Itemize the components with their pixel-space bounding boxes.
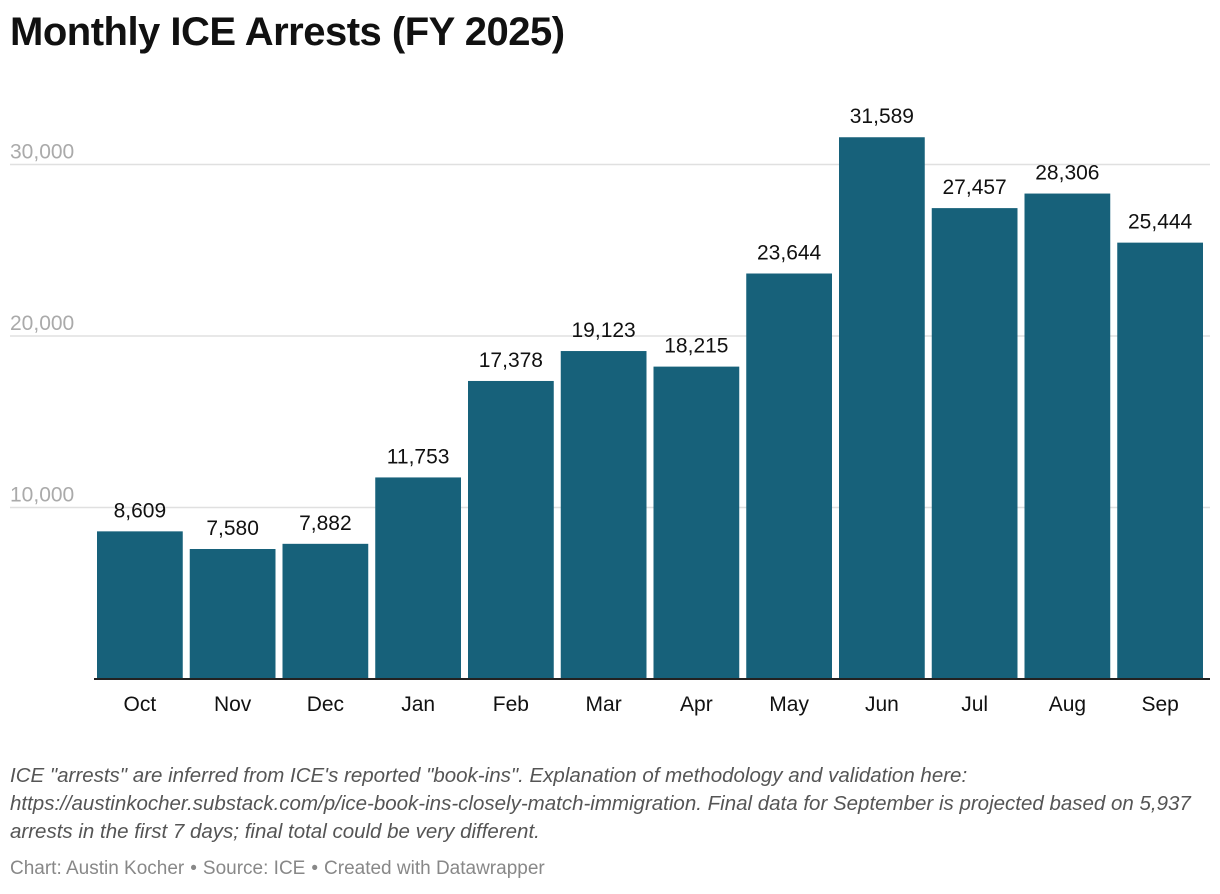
bar-value-label: 7,580: [206, 517, 259, 540]
bar: [839, 137, 925, 679]
x-tick-label: Jun: [865, 693, 899, 716]
bar-value-label: 11,753: [387, 445, 450, 468]
bar: [189, 549, 276, 679]
y-tick-label: 20,000: [10, 312, 74, 335]
x-tick-label: Feb: [493, 693, 529, 716]
bar-value-label: 17,378: [479, 349, 543, 372]
x-tick-label: Sep: [1141, 693, 1178, 716]
footer-separator: •: [190, 858, 197, 879]
x-tick-label: Aug: [1049, 693, 1086, 716]
chart-note: ICE "arrests" are inferred from ICE's re…: [10, 764, 1191, 843]
datawrapper-link[interactable]: Created with Datawrapper: [324, 858, 545, 879]
bar-value-label: 28,306: [1035, 162, 1099, 185]
x-tick-label: May: [769, 693, 809, 716]
bar-value-label: 7,882: [299, 512, 352, 535]
x-tick-label: Dec: [307, 693, 344, 716]
bar: [653, 366, 740, 679]
bar-chart: 10,000 20,000 30,000 8,609 Oct 7,580 Nov 7,882 D…: [10, 105, 1210, 716]
x-tick-label: Oct: [124, 693, 157, 716]
bar-value-label: 25,444: [1128, 211, 1193, 234]
bar: [468, 380, 554, 679]
bar: [1024, 193, 1111, 679]
bar: [746, 273, 832, 679]
y-tick-label: 10,000: [10, 484, 74, 507]
chart-title: Monthly ICE Arrests (FY 2025): [10, 10, 565, 54]
bar: [560, 351, 647, 679]
bar-value-label: 8,609: [114, 499, 167, 522]
x-tick-label: Nov: [214, 693, 252, 716]
bar: [282, 543, 369, 679]
y-tick-label: 30,000: [10, 141, 74, 164]
chart-footer: Chart: Austin Kocher • Source: ICE • Created…: [10, 858, 545, 880]
bar: [1117, 242, 1203, 679]
x-tick-label: Jul: [961, 693, 988, 716]
bar-value-label: 27,457: [943, 176, 1007, 199]
footer-separator: •: [311, 858, 319, 879]
x-tick-label: Apr: [680, 693, 713, 716]
bar: [97, 531, 183, 679]
bar: [931, 208, 1018, 679]
chart-credit: Chart: Austin Kocher: [10, 858, 185, 879]
bar-value-label: 23,644: [757, 242, 822, 265]
bar-value-label: 31,589: [850, 105, 914, 128]
x-tick-label: Mar: [586, 693, 622, 716]
x-tick-label: Jan: [401, 693, 435, 716]
bar-value-label: 18,215: [664, 335, 728, 358]
bar: [375, 477, 461, 679]
source-credit: Source: ICE: [202, 858, 306, 879]
bar-value-label: 19,123: [572, 319, 636, 342]
